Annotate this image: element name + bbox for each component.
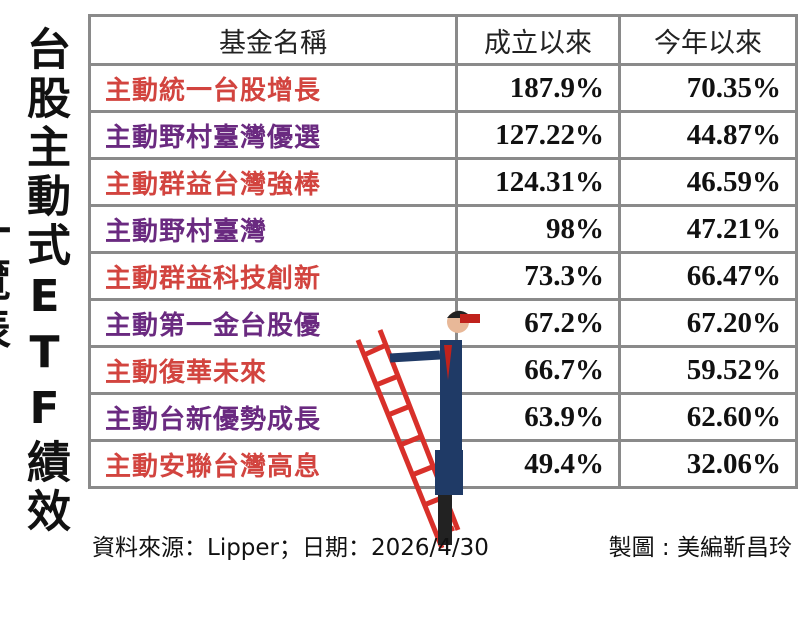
fund-name: 主動安聯台灣高息: [88, 439, 458, 489]
table-row: 主動群益台灣強棒 124.31% 46.59%: [88, 157, 798, 207]
return-cell: 44.87%: [618, 110, 798, 160]
return-cell: 66.47%: [618, 251, 798, 301]
fund-name: 主動第一金台股優: [88, 298, 458, 348]
return-cell: 127.22%: [455, 110, 621, 160]
return-cell: 124.31%: [455, 157, 621, 207]
fund-name: 主動群益台灣強棒: [88, 157, 458, 207]
return-cell: 98%: [455, 204, 621, 254]
header-cell: 基金名稱: [88, 14, 458, 66]
return-cell: 49.4%: [455, 439, 621, 489]
table-row: 主動野村臺灣 98% 47.21%: [88, 204, 798, 254]
table-row: 主動復華未來 66.7% 59.52%: [88, 345, 798, 395]
return-cell: 46.59%: [618, 157, 798, 207]
return-cell: 70.35%: [618, 63, 798, 113]
fund-name: 主動群益科技創新: [88, 251, 458, 301]
table-row: 主動安聯台灣高息 49.4% 32.06%: [88, 439, 798, 489]
performance-table: 基金名稱 成立以來 今年以來 主動統一台股增長 187.9% 70.35% 主動野村臺灣優…: [88, 14, 798, 489]
return-cell: 47.21%: [618, 204, 798, 254]
return-cell: 32.06%: [618, 439, 798, 489]
return-cell: 67.20%: [618, 298, 798, 348]
table-row: 主動第一金台股優 67.2% 67.20%: [88, 298, 798, 348]
table-row: 主動統一台股增長 187.9% 70.35%: [88, 63, 798, 113]
fund-name: 主動統一台股增長: [88, 63, 458, 113]
return-cell: 67.2%: [455, 298, 621, 348]
return-cell: 187.9%: [455, 63, 621, 113]
table-row: 主動台新優勢成長 63.9% 62.60%: [88, 392, 798, 442]
table-row: 主動野村臺灣優選 127.22% 44.87%: [88, 110, 798, 160]
fund-name: 主動台新優勢成長: [88, 392, 458, 442]
return-cell: 59.52%: [618, 345, 798, 395]
source: 資料來源：Lipper；日期：2026/4/30: [92, 535, 489, 561]
header-cell: 成立以來: [455, 14, 621, 66]
header-row: 基金名稱 成立以來 今年以來: [88, 14, 798, 66]
table-row: 主動群益科技創新 73.3% 66.47%: [88, 251, 798, 301]
fund-name: 主動野村臺灣: [88, 204, 458, 254]
return-cell: 73.3%: [455, 251, 621, 301]
return-cell: 62.60%: [618, 392, 798, 442]
title: 台股主動式ETF績效一覽表: [0, 26, 70, 537]
return-cell: 66.7%: [455, 345, 621, 395]
credit: 製圖 : 美編靳昌玲: [608, 535, 792, 561]
header-cell: 今年以來: [618, 14, 798, 66]
fund-name: 主動野村臺灣優選: [88, 110, 458, 160]
fund-name: 主動復華未來: [88, 345, 458, 395]
return-cell: 63.9%: [455, 392, 621, 442]
